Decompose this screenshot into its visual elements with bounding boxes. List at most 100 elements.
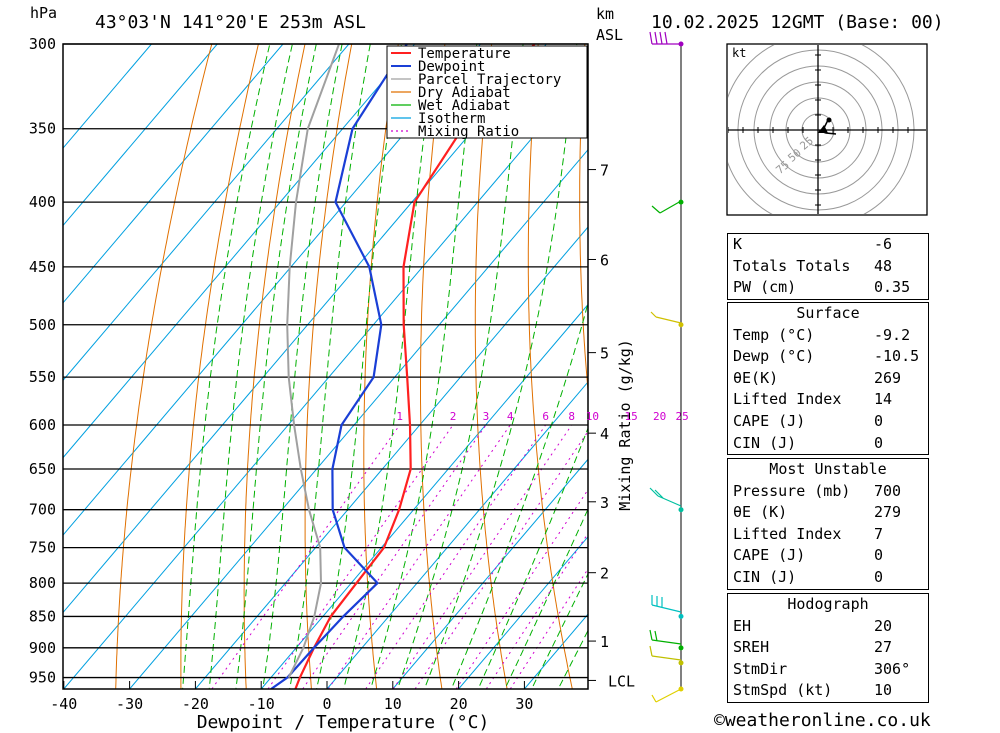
- x-tick-label: 20: [450, 695, 468, 713]
- isotherm-line: [260, 303, 588, 689]
- mixing-ratio-label: 4: [507, 410, 514, 423]
- mixing-ratio-line: [485, 532, 588, 689]
- wet-adiabat-line: [182, 44, 271, 689]
- km-tick-label: 4: [600, 425, 609, 443]
- surface-row: CIN (J) 0: [733, 433, 884, 452]
- dry-adiabat-line: [579, 44, 588, 396]
- wind-level-dot: [678, 686, 684, 692]
- pressure-tick-label: 950: [29, 669, 56, 687]
- km-tick-label: 5: [600, 345, 609, 363]
- axes: 3003504004505005506006507007508008509009…: [29, 35, 689, 733]
- mixing-ratio-label: 25: [676, 410, 689, 423]
- mixing-ratio-label: 10: [586, 410, 599, 423]
- km-tick-label: 3: [600, 494, 609, 512]
- wet-adiabat-line: [343, 44, 438, 689]
- surface-row: θE(K) 269: [733, 368, 902, 387]
- hodograph-unit-label: kt: [732, 46, 746, 60]
- wind-level-dot: [678, 645, 684, 651]
- wet-adiabat-line: [235, 44, 317, 689]
- hodograph-title: Hodograph: [787, 595, 869, 613]
- isotherm-line: [63, 44, 152, 149]
- mu-row: Pressure (mb) 700: [733, 481, 902, 500]
- hodo-row: EH 20: [733, 616, 893, 635]
- mixing-ratio-line: [455, 488, 588, 689]
- wet-adiabat-line: [423, 44, 578, 689]
- wet-adiabat-line: [208, 44, 293, 689]
- wind-level-dot: [678, 613, 684, 619]
- surface-table: Surface Temp (°C) -9.2 Dewp (°C) -10.5 θE(…: [727, 302, 929, 456]
- pressure-tick-label: 400: [29, 193, 56, 211]
- legend-label: Mixing Ratio: [418, 124, 519, 140]
- mixing-ratio-line: [302, 424, 487, 689]
- mixing-ratio-label: 8: [568, 410, 575, 423]
- most-unstable-title: Most Unstable: [769, 460, 887, 478]
- asl-label: ASL: [596, 26, 624, 44]
- wet-adiabat-line: [396, 44, 524, 689]
- pressure-tick-label: 900: [29, 639, 56, 657]
- wind-barb: [651, 200, 682, 214]
- wind-barb: [649, 487, 682, 507]
- parcel-trajectory-line: [286, 44, 340, 678]
- storm-motion-marker: [818, 125, 828, 133]
- most-unstable-table: Most Unstable Pressure (mb) 700 θE (K) 279…: [727, 458, 929, 590]
- wet-adiabat-line: [316, 44, 402, 689]
- wind-level-dot: [678, 507, 684, 513]
- legend-label: Wet Adiabat: [418, 98, 511, 114]
- surface-row: Temp (°C) -9.2: [733, 325, 911, 344]
- datetime-title: 10.02.2025 12GMT (Base: 00): [651, 12, 944, 33]
- wind-level-dot: [678, 199, 684, 205]
- legend-label: Parcel Trajectory: [418, 72, 561, 88]
- sounding-profiles: [270, 44, 536, 689]
- wind-barb: [649, 31, 681, 45]
- wet-adiabat-line: [289, 44, 371, 689]
- hpa-label: hPa: [30, 4, 58, 22]
- pressure-tick-label: 700: [29, 501, 56, 519]
- dry-adiabat-line: [629, 44, 702, 689]
- dry-adiabat-line: [474, 44, 508, 689]
- hodograph-point: [826, 117, 832, 123]
- wet-adiabat-line: [262, 44, 343, 689]
- pressure-tick-label: 550: [29, 368, 56, 386]
- surface-title: Surface: [796, 304, 860, 322]
- mixing-ratio-label: 15: [625, 410, 638, 423]
- x-tick-label: -20: [182, 695, 209, 713]
- dry-adiabat-line: [180, 44, 259, 689]
- pressure-tick-label: 300: [29, 35, 56, 53]
- isotherm-line: [129, 148, 588, 689]
- x-tick-label: 0: [322, 695, 331, 713]
- mixing-ratio-line: [392, 424, 573, 689]
- legend-label: Dewpoint: [418, 59, 485, 75]
- pressure-tick-label: 800: [29, 574, 56, 592]
- hodograph-table: Hodograph EH 20 SREH 27 StmDir 306° StmSpd …: [727, 593, 929, 703]
- isotherm-line: [63, 44, 284, 304]
- pressure-tick-label: 650: [29, 460, 56, 478]
- wind-level-dot: [678, 660, 684, 666]
- isotherm-line: [63, 44, 350, 382]
- isotherm-line: [392, 458, 588, 689]
- dewpoint-line: [270, 44, 408, 689]
- credit-link[interactable]: ©weatheronline.co.uk: [714, 710, 931, 731]
- legend-label: Isotherm: [418, 111, 485, 127]
- mu-row: CAPE (J) 0: [733, 546, 884, 565]
- dry-adiabat-line: [527, 44, 573, 689]
- isotherm-line: [63, 44, 415, 459]
- plot-frame: [62, 43, 589, 690]
- km-tick-label: LCL: [608, 672, 635, 690]
- pressure-tick-label: 850: [29, 607, 56, 625]
- mixing-ratio-line: [365, 424, 547, 689]
- wet-adiabat-line: [370, 44, 478, 689]
- dry-adiabat-line: [420, 44, 446, 689]
- indices-table: K -6 Totals Totals 48 PW (cm) 0.35: [727, 233, 929, 300]
- index-row: Totals Totals 48: [733, 256, 893, 275]
- wind-profile: [649, 31, 684, 703]
- surface-row: CAPE (J) 0: [733, 411, 884, 430]
- km-tick-label: 6: [600, 251, 609, 269]
- isotherm-line: [63, 44, 218, 227]
- isotherm-line: [63, 71, 588, 689]
- index-row: PW (cm) 0.35: [733, 278, 911, 297]
- mixing-ratio-line: [267, 424, 454, 689]
- index-row: K -6: [733, 235, 893, 253]
- wind-level-dot: [678, 322, 684, 328]
- x-tick-label: -40: [50, 695, 77, 713]
